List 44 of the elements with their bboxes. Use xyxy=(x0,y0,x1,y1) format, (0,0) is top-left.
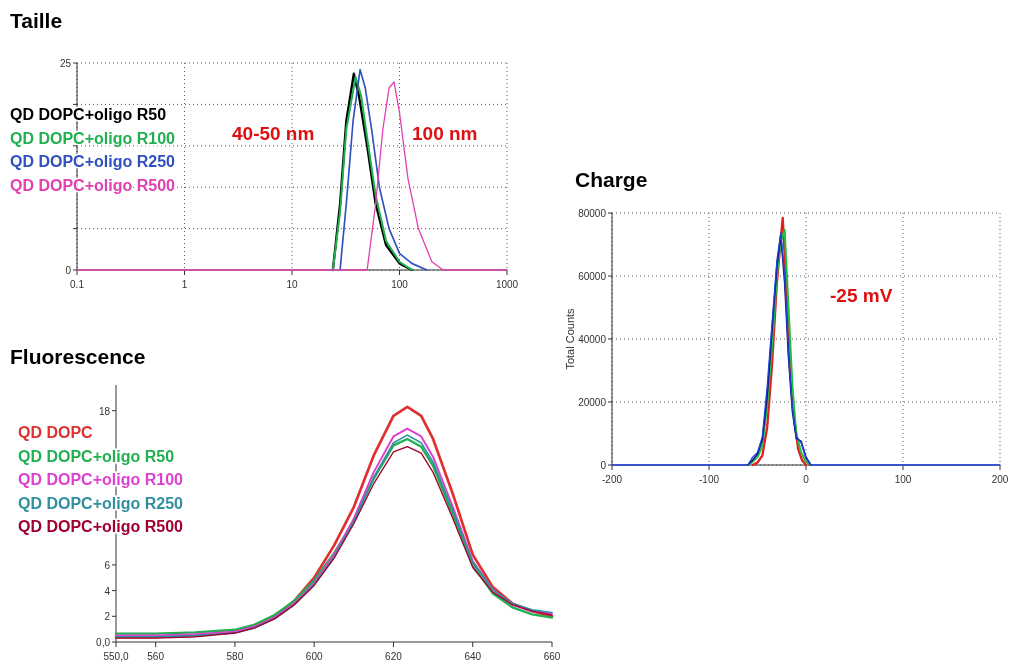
text: QD DOPC xyxy=(18,424,94,441)
x-tick-label: 100 xyxy=(894,474,912,485)
y-tick-label: 2 xyxy=(104,611,111,623)
x-tick-label: 0 xyxy=(803,474,810,485)
annotation: 40-50 nm xyxy=(232,123,315,144)
chart-title: Fluorescence xyxy=(10,345,146,368)
text: QD DOPC+oligo R250 xyxy=(18,494,184,512)
x-tick-label: -200 xyxy=(601,474,623,485)
y-tick-label: 25 xyxy=(59,58,72,69)
y-tick-label: 20000 xyxy=(578,397,607,408)
annotation: -25 mV xyxy=(830,285,893,306)
chart-title: Charge xyxy=(575,168,648,191)
text: QD DOPC+oligo R50 xyxy=(18,447,175,465)
text: QD DOPC+oligo R100 xyxy=(18,471,184,488)
x-tick-label: 100 xyxy=(391,279,409,290)
annotation: 100 nm xyxy=(412,123,478,144)
y-tick-label: 40000 xyxy=(578,334,607,345)
y-axis-title: Total Counts xyxy=(564,307,576,370)
x-tick-label: 560 xyxy=(147,651,165,662)
y-tick-label: 18 xyxy=(98,405,111,417)
x-tick-label: 640 xyxy=(464,651,482,662)
x-tick-label: 580 xyxy=(226,651,244,662)
chart-title: Taille xyxy=(10,9,63,32)
x-tick-label: 600 xyxy=(305,651,323,662)
x-tick-label: 660 xyxy=(543,651,561,662)
text: QD DOPC+oligo R500 xyxy=(18,518,184,535)
text: QD DOPC+oligo R500 xyxy=(10,176,176,194)
text: QD DOPC+oligo R100 xyxy=(10,129,176,147)
y-tick-label: 6 xyxy=(104,559,111,571)
y-tick-label: 4 xyxy=(104,585,111,597)
text: QD DOPC+oligo R250 xyxy=(10,153,176,170)
x-tick-label: -100 xyxy=(698,474,720,485)
x-tick-label: 10 xyxy=(286,279,298,290)
x-tick-label: 1 xyxy=(181,279,188,290)
x-tick-label: 620 xyxy=(385,651,403,662)
text: QD DOPC+oligo R50 xyxy=(10,106,167,123)
y-tick-label: 0 xyxy=(600,460,607,471)
y-tick-label: 0,0 xyxy=(96,637,111,648)
y-tick-label: 80000 xyxy=(578,208,607,219)
x-tick-label: 200 xyxy=(991,474,1009,485)
x-tick-label: 550,0 xyxy=(103,651,129,662)
x-tick-label: 0.1 xyxy=(70,279,85,290)
x-tick-label: 1000 xyxy=(495,279,519,290)
y-tick-label: 60000 xyxy=(578,271,607,282)
